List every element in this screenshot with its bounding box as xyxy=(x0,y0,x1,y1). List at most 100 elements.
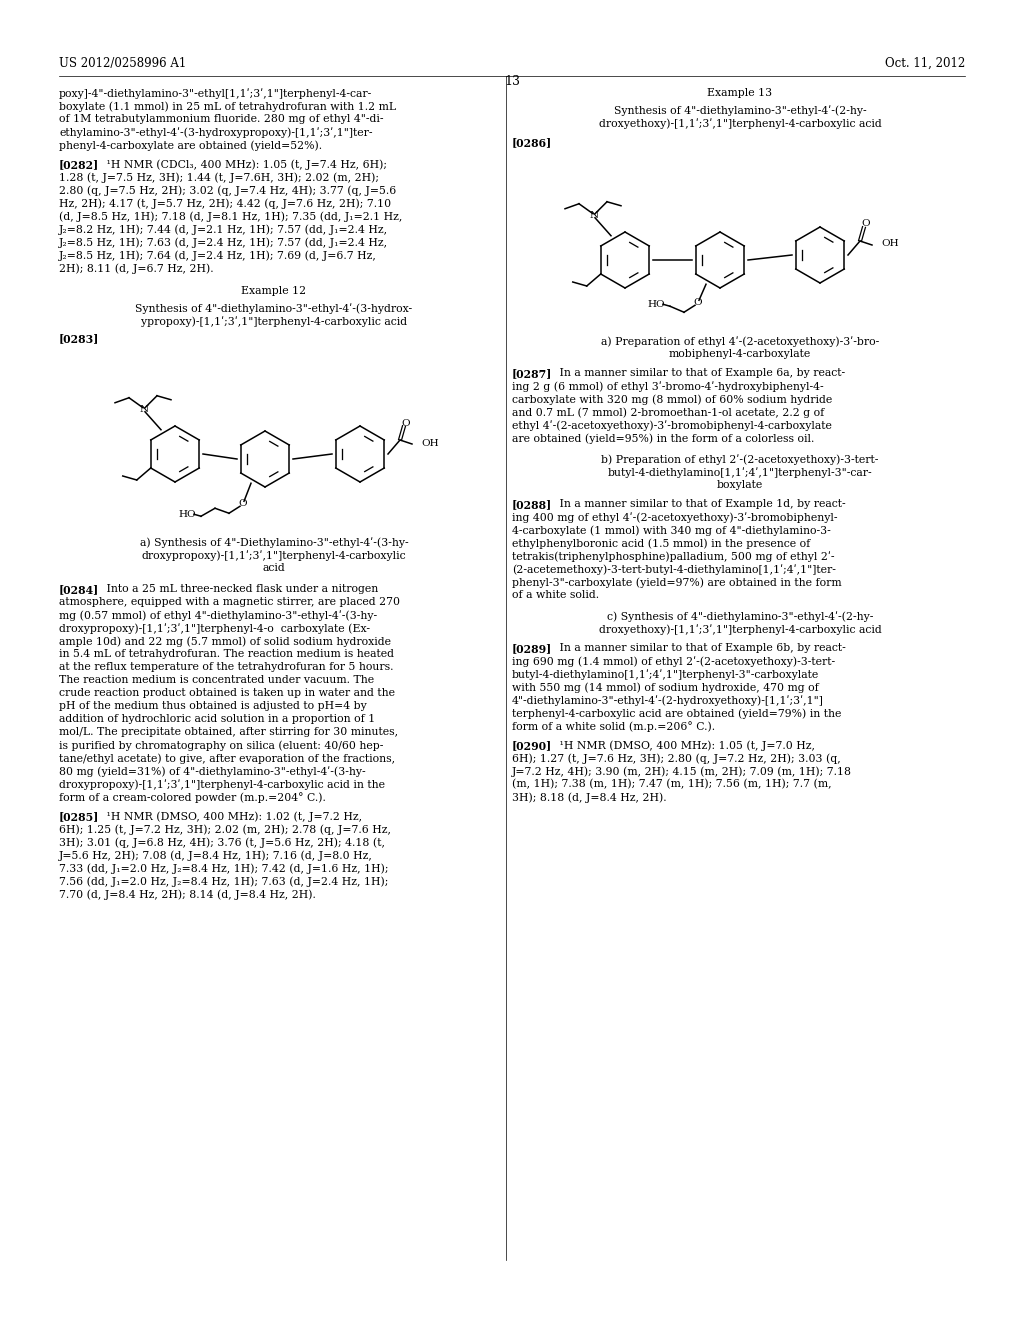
Text: (2-acetemethoxy)-3-tert-butyl-4-diethylamino[1,1ʹ;4ʹ,1"]ter-: (2-acetemethoxy)-3-tert-butyl-4-diethyla… xyxy=(512,564,836,574)
Text: 4"-diethylamino-3"-ethyl-4ʹ-(2-hydroxyethoxy)-[1,1ʹ;3ʹ,1"]: 4"-diethylamino-3"-ethyl-4ʹ-(2-hydroxyet… xyxy=(512,696,824,706)
Text: 7.33 (dd, J₁=2.0 Hz, J₂=8.4 Hz, 1H); 7.42 (d, J=1.6 Hz, 1H);: 7.33 (dd, J₁=2.0 Hz, J₂=8.4 Hz, 1H); 7.4… xyxy=(59,863,388,874)
Text: 2.80 (q, J=7.5 Hz, 2H); 3.02 (q, J=7.4 Hz, 4H); 3.77 (q, J=5.6: 2.80 (q, J=7.5 Hz, 2H); 3.02 (q, J=7.4 H… xyxy=(59,185,396,195)
Text: O: O xyxy=(239,499,248,508)
Text: N: N xyxy=(139,405,148,414)
Text: droxypropoxy)-[1,1ʹ;3ʹ,1"]terphenyl-4-carboxylic acid in the: droxypropoxy)-[1,1ʹ;3ʹ,1"]terphenyl-4-ca… xyxy=(59,779,385,789)
Text: J=7.2 Hz, 4H); 3.90 (m, 2H); 4.15 (m, 2H); 7.09 (m, 1H); 7.18: J=7.2 Hz, 4H); 3.90 (m, 2H); 4.15 (m, 2H… xyxy=(512,766,852,776)
Text: ¹H NMR (DMSO, 400 MHz): 1.05 (t, J=7.0 Hz,: ¹H NMR (DMSO, 400 MHz): 1.05 (t, J=7.0 H… xyxy=(549,741,815,751)
Text: poxy]-4"-diethylamino-3"-ethyl[1,1ʹ;3ʹ,1"]terphenyl-4-car-: poxy]-4"-diethylamino-3"-ethyl[1,1ʹ;3ʹ,1… xyxy=(59,88,373,99)
Text: form of a cream-colored powder (m.p.=204° C.).: form of a cream-colored powder (m.p.=204… xyxy=(59,792,326,803)
Text: J₂=8.5 Hz, 1H); 7.64 (d, J=2.4 Hz, 1H); 7.69 (d, J=6.7 Hz,: J₂=8.5 Hz, 1H); 7.64 (d, J=2.4 Hz, 1H); … xyxy=(59,249,377,260)
Text: boxylate: boxylate xyxy=(717,480,763,490)
Text: Example 12: Example 12 xyxy=(242,286,306,296)
Text: ing 400 mg of ethyl 4ʹ-(2-acetoxyethoxy)-3ʹ-bromobiphenyl-: ing 400 mg of ethyl 4ʹ-(2-acetoxyethoxy)… xyxy=(512,512,838,523)
Text: droxypropoxy)-[1,1ʹ;3ʹ,1"]terphenyl-4-carboxylic: droxypropoxy)-[1,1ʹ;3ʹ,1"]terphenyl-4-ca… xyxy=(141,550,407,561)
Text: 7.70 (d, J=8.4 Hz, 2H); 8.14 (d, J=8.4 Hz, 2H).: 7.70 (d, J=8.4 Hz, 2H); 8.14 (d, J=8.4 H… xyxy=(59,888,315,899)
Text: [0287]: [0287] xyxy=(512,368,552,379)
Text: OH: OH xyxy=(881,239,899,248)
Text: phenyl-3"-carboxylate (yield=97%) are obtained in the form: phenyl-3"-carboxylate (yield=97%) are ob… xyxy=(512,577,842,587)
Text: mobiphenyl-4-carboxylate: mobiphenyl-4-carboxylate xyxy=(669,348,811,359)
Text: 7.56 (dd, J₁=2.0 Hz, J₂=8.4 Hz, 1H); 7.63 (d, J=2.4 Hz, 1H);: 7.56 (dd, J₁=2.0 Hz, J₂=8.4 Hz, 1H); 7.6… xyxy=(59,876,388,887)
Text: Example 13: Example 13 xyxy=(708,88,772,98)
Text: [0290]: [0290] xyxy=(512,741,552,751)
Text: butyl-4-diethylamino[1,1ʹ;4ʹ,1"]terphenyl-3"-carboxylate: butyl-4-diethylamino[1,1ʹ;4ʹ,1"]terpheny… xyxy=(512,669,819,680)
Text: a) Synthesis of 4"-Diethylamino-3"-ethyl-4ʹ-(3-hy-: a) Synthesis of 4"-Diethylamino-3"-ethyl… xyxy=(139,537,409,548)
Text: [0282]: [0282] xyxy=(59,158,99,170)
Text: [0285]: [0285] xyxy=(59,810,99,822)
Text: Synthesis of 4"-diethylamino-3"-ethyl-4ʹ-(3-hydrox-: Synthesis of 4"-diethylamino-3"-ethyl-4ʹ… xyxy=(135,304,413,314)
Text: of 1M tetrabutylammonium fluoride. 280 mg of ethyl 4"-di-: of 1M tetrabutylammonium fluoride. 280 m… xyxy=(59,114,384,124)
Text: OH: OH xyxy=(421,438,438,447)
Text: is purified by chromatography on silica (eluent: 40/60 hep-: is purified by chromatography on silica … xyxy=(59,741,383,751)
Text: addition of hydrochloric acid solution in a proportion of 1: addition of hydrochloric acid solution i… xyxy=(59,714,375,723)
Text: ¹H NMR (CDCl₃, 400 MHz): 1.05 (t, J=7.4 Hz, 6H);: ¹H NMR (CDCl₃, 400 MHz): 1.05 (t, J=7.4 … xyxy=(96,158,387,169)
Text: ample 10d) and 22 mg (5.7 mmol) of solid sodium hydroxide: ample 10d) and 22 mg (5.7 mmol) of solid… xyxy=(59,636,391,647)
Text: at the reflux temperature of the tetrahydrofuran for 5 hours.: at the reflux temperature of the tetrahy… xyxy=(59,663,393,672)
Text: ethylphenylboronic acid (1.5 mmol) in the presence of: ethylphenylboronic acid (1.5 mmol) in th… xyxy=(512,539,810,549)
Text: 80 mg (yield=31%) of 4"-diethylamino-3"-ethyl-4ʹ-(3-hy-: 80 mg (yield=31%) of 4"-diethylamino-3"-… xyxy=(59,766,366,776)
Text: 3H); 8.18 (d, J=8.4 Hz, 2H).: 3H); 8.18 (d, J=8.4 Hz, 2H). xyxy=(512,792,667,803)
Text: (d, J=8.5 Hz, 1H); 7.18 (d, J=8.1 Hz, 1H); 7.35 (dd, J₁=2.1 Hz,: (d, J=8.5 Hz, 1H); 7.18 (d, J=8.1 Hz, 1H… xyxy=(59,211,402,222)
Text: [0283]: [0283] xyxy=(59,333,99,345)
Text: 13: 13 xyxy=(504,75,520,88)
Text: with 550 mg (14 mmol) of sodium hydroxide, 470 mg of: with 550 mg (14 mmol) of sodium hydroxid… xyxy=(512,682,819,693)
Text: terphenyl-4-carboxylic acid are obtained (yield=79%) in the: terphenyl-4-carboxylic acid are obtained… xyxy=(512,708,842,718)
Text: carboxylate with 320 mg (8 mmol) of 60% sodium hydride: carboxylate with 320 mg (8 mmol) of 60% … xyxy=(512,393,833,404)
Text: tetrakis(triphenylphosphine)palladium, 500 mg of ethyl 2ʹ-: tetrakis(triphenylphosphine)palladium, 5… xyxy=(512,550,835,562)
Text: ypropoxy)-[1,1ʹ;3ʹ,1"]terphenyl-4-carboxylic acid: ypropoxy)-[1,1ʹ;3ʹ,1"]terphenyl-4-carbox… xyxy=(141,315,408,327)
Text: 3H); 3.01 (q, J=6.8 Hz, 4H); 3.76 (t, J=5.6 Hz, 2H); 4.18 (t,: 3H); 3.01 (q, J=6.8 Hz, 4H); 3.76 (t, J=… xyxy=(59,837,385,847)
Text: atmosphere, equipped with a magnetic stirrer, are placed 270: atmosphere, equipped with a magnetic sti… xyxy=(59,597,400,607)
Text: ethyl 4ʹ-(2-acetoxyethoxy)-3ʹ-bromobiphenyl-4-carboxylate: ethyl 4ʹ-(2-acetoxyethoxy)-3ʹ-bromobiphe… xyxy=(512,420,831,430)
Text: (m, 1H); 7.38 (m, 1H); 7.47 (m, 1H); 7.56 (m, 1H); 7.7 (m,: (m, 1H); 7.38 (m, 1H); 7.47 (m, 1H); 7.5… xyxy=(512,779,831,789)
Text: [0286]: [0286] xyxy=(512,137,552,148)
Text: phenyl-4-carboxylate are obtained (yield=52%).: phenyl-4-carboxylate are obtained (yield… xyxy=(59,140,323,150)
Text: pH of the medium thus obtained is adjusted to pH=4 by: pH of the medium thus obtained is adjust… xyxy=(59,701,367,711)
Text: c) Synthesis of 4"-diethylamino-3"-ethyl-4ʹ-(2-hy-: c) Synthesis of 4"-diethylamino-3"-ethyl… xyxy=(607,611,873,622)
Text: mg (0.57 mmol) of ethyl 4"-diethylamino-3"-ethyl-4ʹ-(3-hy-: mg (0.57 mmol) of ethyl 4"-diethylamino-… xyxy=(59,610,377,620)
Text: butyl-4-diethylamino[1,1ʹ;4ʹ,1"]terphenyl-3"-car-: butyl-4-diethylamino[1,1ʹ;4ʹ,1"]terpheny… xyxy=(607,467,872,478)
Text: droxyethoxy)-[1,1ʹ;3ʹ,1"]terphenyl-4-carboxylic acid: droxyethoxy)-[1,1ʹ;3ʹ,1"]terphenyl-4-car… xyxy=(599,624,882,635)
Text: Oct. 11, 2012: Oct. 11, 2012 xyxy=(885,57,965,70)
Text: 2H); 8.11 (d, J=6.7 Hz, 2H).: 2H); 8.11 (d, J=6.7 Hz, 2H). xyxy=(59,263,214,273)
Text: a) Preparation of ethyl 4ʹ-(2-acetoxyethoxy)-3ʹ-bro-: a) Preparation of ethyl 4ʹ-(2-acetoxyeth… xyxy=(601,337,880,347)
Text: In a manner similar to that of Example 6a, by react-: In a manner similar to that of Example 6… xyxy=(549,368,845,378)
Text: Hz, 2H); 4.17 (t, J=5.7 Hz, 2H); 4.42 (q, J=7.6 Hz, 2H); 7.10: Hz, 2H); 4.17 (t, J=5.7 Hz, 2H); 4.42 (q… xyxy=(59,198,391,209)
Text: [0284]: [0284] xyxy=(59,583,99,595)
Text: 1.28 (t, J=7.5 Hz, 3H); 1.44 (t, J=7.6H, 3H); 2.02 (m, 2H);: 1.28 (t, J=7.5 Hz, 3H); 1.44 (t, J=7.6H,… xyxy=(59,172,379,182)
Text: ing 690 mg (1.4 mmol) of ethyl 2ʹ-(2-acetoxyethoxy)-3-tert-: ing 690 mg (1.4 mmol) of ethyl 2ʹ-(2-ace… xyxy=(512,656,836,667)
Text: Into a 25 mL three-necked flask under a nitrogen: Into a 25 mL three-necked flask under a … xyxy=(96,583,378,594)
Text: droxypropoxy)-[1,1ʹ;3ʹ,1"]terphenyl-4-o  carboxylate (Ex-: droxypropoxy)-[1,1ʹ;3ʹ,1"]terphenyl-4-o … xyxy=(59,623,370,634)
Text: Synthesis of 4"-diethylamino-3"-ethyl-4ʹ-(2-hy-: Synthesis of 4"-diethylamino-3"-ethyl-4ʹ… xyxy=(613,106,866,116)
Text: O: O xyxy=(401,418,411,428)
Text: ¹H NMR (DMSO, 400 MHz): 1.02 (t, J=7.2 Hz,: ¹H NMR (DMSO, 400 MHz): 1.02 (t, J=7.2 H… xyxy=(96,810,362,821)
Text: [0289]: [0289] xyxy=(512,643,552,653)
Text: 6H); 1.25 (t, J=7.2 Hz, 3H); 2.02 (m, 2H); 2.78 (q, J=7.6 Hz,: 6H); 1.25 (t, J=7.2 Hz, 3H); 2.02 (m, 2H… xyxy=(59,824,391,834)
Text: J₂=8.5 Hz, 1H); 7.63 (d, J=2.4 Hz, 1H); 7.57 (dd, J₁=2.4 Hz,: J₂=8.5 Hz, 1H); 7.63 (d, J=2.4 Hz, 1H); … xyxy=(59,238,388,248)
Text: [0288]: [0288] xyxy=(512,499,552,510)
Text: In a manner similar to that of Example 6b, by react-: In a manner similar to that of Example 6… xyxy=(549,643,846,653)
Text: crude reaction product obtained is taken up in water and the: crude reaction product obtained is taken… xyxy=(59,688,395,698)
Text: form of a white solid (m.p.=206° C.).: form of a white solid (m.p.=206° C.). xyxy=(512,721,715,731)
Text: 6H); 1.27 (t, J=7.6 Hz, 3H); 2.80 (q, J=7.2 Hz, 2H); 3.03 (q,: 6H); 1.27 (t, J=7.6 Hz, 3H); 2.80 (q, J=… xyxy=(512,752,841,763)
Text: J=5.6 Hz, 2H); 7.08 (d, J=8.4 Hz, 1H); 7.16 (d, J=8.0 Hz,: J=5.6 Hz, 2H); 7.08 (d, J=8.4 Hz, 1H); 7… xyxy=(59,850,373,861)
Text: O: O xyxy=(693,298,702,306)
Text: of a white solid.: of a white solid. xyxy=(512,590,599,601)
Text: US 2012/0258996 A1: US 2012/0258996 A1 xyxy=(59,57,186,70)
Text: mol/L. The precipitate obtained, after stirring for 30 minutes,: mol/L. The precipitate obtained, after s… xyxy=(59,727,398,737)
Text: HO: HO xyxy=(647,300,665,309)
Text: ing 2 g (6 mmol) of ethyl 3ʹ-bromo-4ʹ-hydroxybiphenyl-4-: ing 2 g (6 mmol) of ethyl 3ʹ-bromo-4ʹ-hy… xyxy=(512,381,823,392)
Text: tane/ethyl acetate) to give, after evaporation of the fractions,: tane/ethyl acetate) to give, after evapo… xyxy=(59,752,395,763)
Text: 4-carboxylate (1 mmol) with 340 mg of 4"-diethylamino-3-: 4-carboxylate (1 mmol) with 340 mg of 4"… xyxy=(512,525,830,536)
Text: and 0.7 mL (7 mmol) 2-bromoethan-1-ol acetate, 2.2 g of: and 0.7 mL (7 mmol) 2-bromoethan-1-ol ac… xyxy=(512,407,824,417)
Text: are obtained (yield=95%) in the form of a colorless oil.: are obtained (yield=95%) in the form of … xyxy=(512,433,814,444)
Text: O: O xyxy=(861,219,870,228)
Text: The reaction medium is concentrated under vacuum. The: The reaction medium is concentrated unde… xyxy=(59,675,374,685)
Text: boxylate (1.1 mmol) in 25 mL of tetrahydrofuran with 1.2 mL: boxylate (1.1 mmol) in 25 mL of tetrahyd… xyxy=(59,102,396,112)
Text: in 5.4 mL of tetrahydrofuran. The reaction medium is heated: in 5.4 mL of tetrahydrofuran. The reacti… xyxy=(59,649,394,659)
Text: In a manner similar to that of Example 1d, by react-: In a manner similar to that of Example 1… xyxy=(549,499,846,510)
Text: HO: HO xyxy=(178,510,196,519)
Text: b) Preparation of ethyl 2ʹ-(2-acetoxyethoxy)-3-tert-: b) Preparation of ethyl 2ʹ-(2-acetoxyeth… xyxy=(601,454,879,465)
Text: J₂=8.2 Hz, 1H); 7.44 (d, J=2.1 Hz, 1H); 7.57 (dd, J₁=2.4 Hz,: J₂=8.2 Hz, 1H); 7.44 (d, J=2.1 Hz, 1H); … xyxy=(59,224,388,235)
Text: ethylamino-3"-ethyl-4ʹ-(3-hydroxypropoxy)-[1,1ʹ;3ʹ,1"]ter-: ethylamino-3"-ethyl-4ʹ-(3-hydroxypropoxy… xyxy=(59,127,373,137)
Text: droxyethoxy)-[1,1ʹ;3ʹ,1"]terphenyl-4-carboxylic acid: droxyethoxy)-[1,1ʹ;3ʹ,1"]terphenyl-4-car… xyxy=(599,117,882,129)
